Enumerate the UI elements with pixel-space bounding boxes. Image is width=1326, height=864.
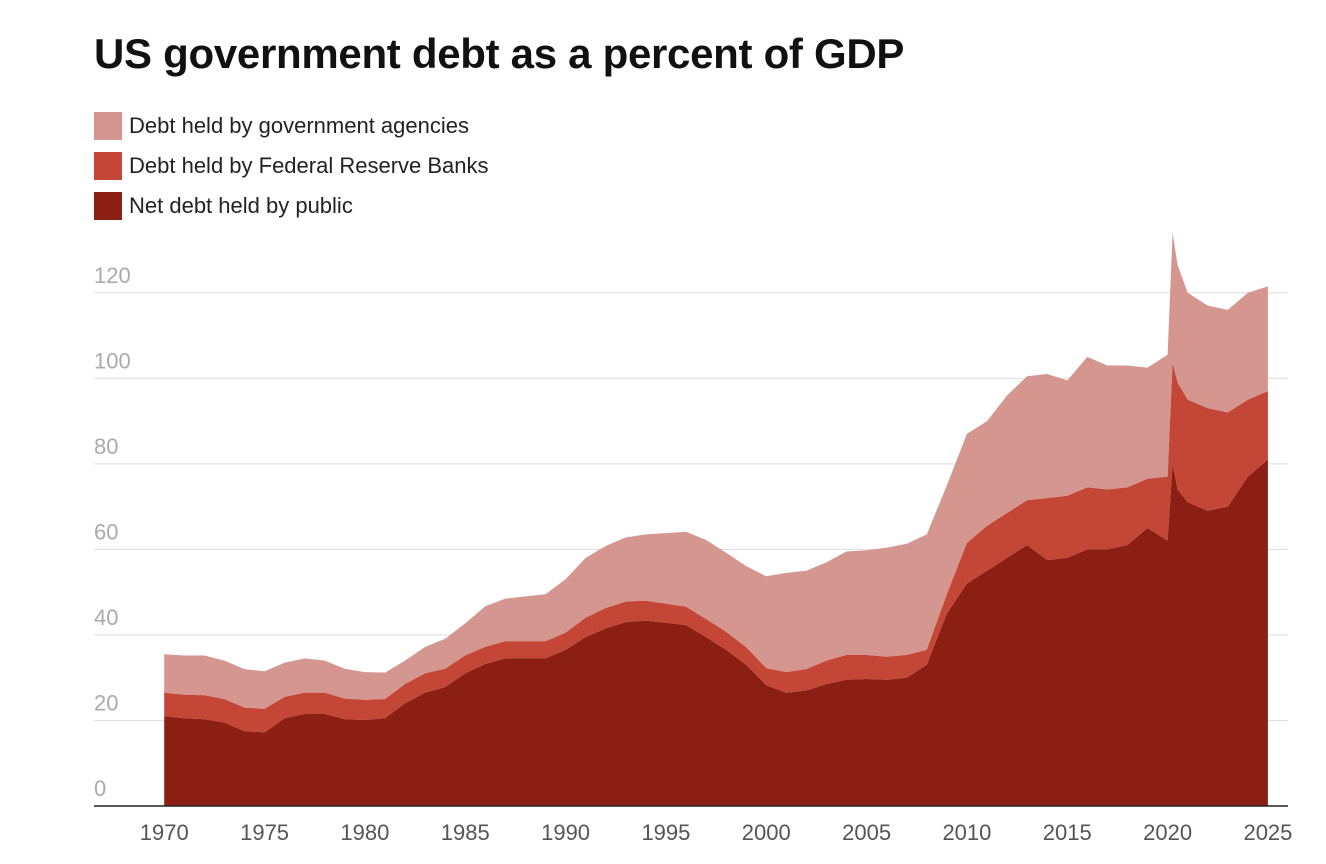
legend-item-federal-reserve: Debt held by Federal Reserve Banks (94, 146, 489, 186)
x-tick-label-1990: 1990 (541, 820, 590, 845)
chart-title: US government debt as a percent of GDP (94, 30, 905, 77)
legend-item-agencies: Debt held by government agencies (94, 106, 489, 146)
legend-swatch-public (94, 192, 122, 220)
x-tick-label-2010: 2010 (942, 820, 991, 845)
x-tick-label-2025: 2025 (1243, 820, 1292, 845)
y-tick-label-100: 100 (94, 348, 131, 373)
x-tick-label-2020: 2020 (1143, 820, 1192, 845)
legend: Debt held by government agencies Debt he… (94, 106, 489, 226)
x-tick-label-1970: 1970 (140, 820, 189, 845)
legend-label-public: Net debt held by public (129, 193, 353, 218)
y-tick-label-120: 120 (94, 263, 131, 288)
x-tick-label-1985: 1985 (441, 820, 490, 845)
y-tick-label-0: 0 (94, 776, 106, 801)
legend-item-public: Net debt held by public (94, 186, 489, 226)
x-tick-label-1980: 1980 (340, 820, 389, 845)
y-tick-label-80: 80 (94, 434, 118, 459)
y-tick-label-60: 60 (94, 519, 118, 544)
x-tick-label-2000: 2000 (742, 820, 791, 845)
legend-swatch-agencies (94, 112, 122, 140)
y-tick-label-20: 20 (94, 690, 118, 715)
y-tick-label-40: 40 (94, 605, 118, 630)
x-tick-label-2015: 2015 (1043, 820, 1092, 845)
x-tick-label-1995: 1995 (641, 820, 690, 845)
legend-label-federal-reserve: Debt held by Federal Reserve Banks (129, 153, 489, 178)
area-debt-held-by-government-agencies (164, 232, 1268, 709)
area-debt-held-by-federal-reserve-banks (164, 363, 1268, 733)
legend-label-agencies: Debt held by government agencies (129, 113, 469, 138)
x-tick-label-1975: 1975 (240, 820, 289, 845)
legend-swatch-federal-reserve (94, 152, 122, 180)
area-net-debt-held-by-public (164, 459, 1268, 806)
x-tick-label-2005: 2005 (842, 820, 891, 845)
